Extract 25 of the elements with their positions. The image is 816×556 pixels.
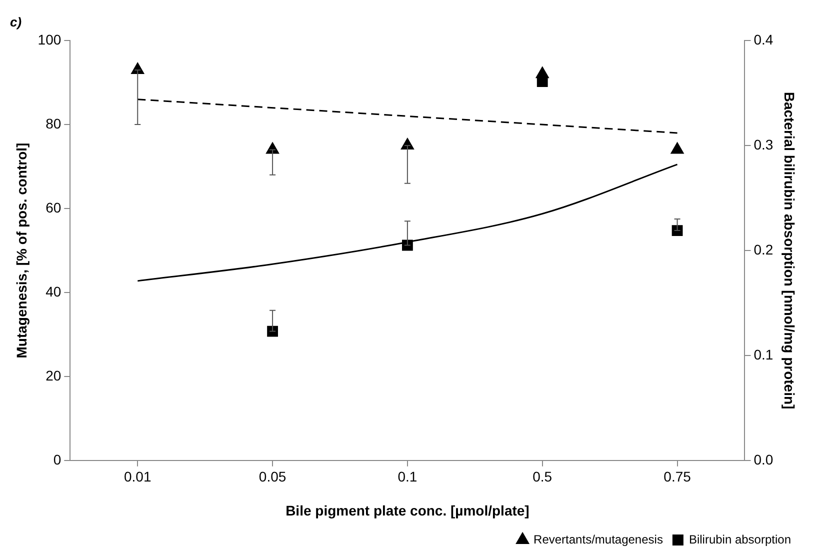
x-tick-label: 0.75	[664, 468, 692, 485]
y2-tick-label: 0.1	[754, 346, 774, 362]
y2-axis-title: Bacterial bilirubin absorption [nmol/mg protein]	[782, 92, 798, 410]
y2-tick-label: 0.2	[754, 241, 774, 258]
x-tick-label: 0.5	[532, 468, 552, 485]
legend-label: Bilirubin absorption	[688, 532, 792, 546]
y-tick-label: 100	[38, 31, 62, 48]
y-tick-label: 40	[46, 283, 62, 300]
x-axis-title: Bile pigment plate conc. [µmol/plate]	[286, 502, 530, 518]
y2-tick-label: 0.4	[754, 31, 774, 48]
point	[536, 66, 549, 78]
y-tick-label: 20	[46, 367, 62, 384]
line-series	[136, 164, 678, 282]
y-tick-label: 60	[46, 199, 62, 216]
point	[670, 142, 684, 154]
x-tick-label: 0.1	[398, 468, 418, 485]
legend-label: Revertants/mutagenesis	[534, 532, 663, 546]
y-axis-title: Mutagenesis, [% of pos. control]	[13, 142, 30, 358]
y-tick-label: 80	[46, 115, 62, 132]
x-tick-label: 0.05	[258, 468, 286, 485]
y2-tick-label: 0.3	[754, 136, 774, 152]
x-tick-label: 0.01	[124, 468, 152, 485]
chart-title: c)	[10, 14, 22, 30]
y2-tick-label: 0.0	[754, 451, 774, 468]
y-tick-label: 0	[53, 451, 62, 468]
